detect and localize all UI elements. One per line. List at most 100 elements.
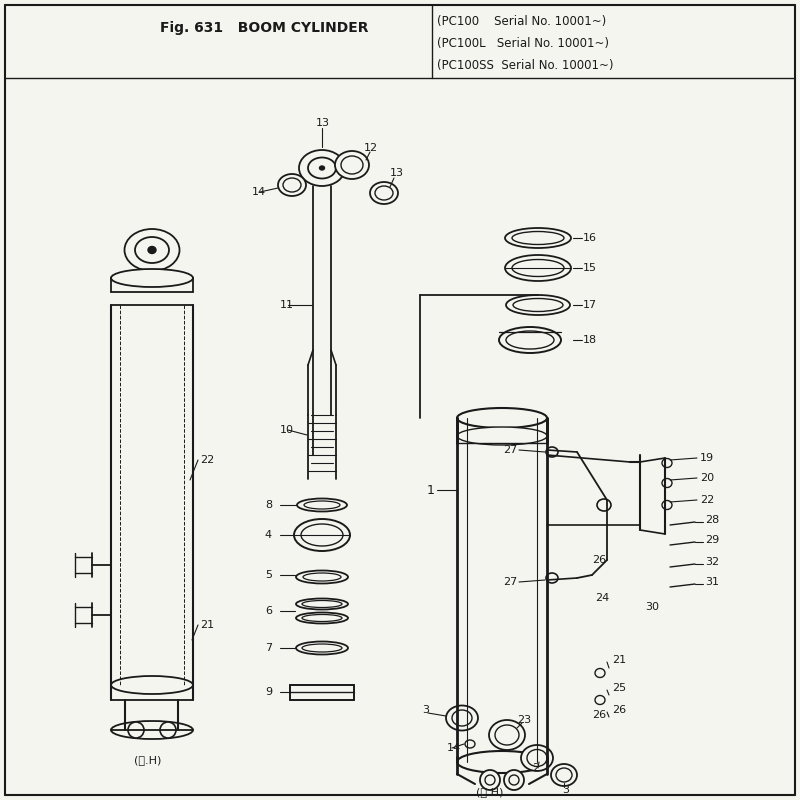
Ellipse shape: [504, 770, 524, 790]
Text: 24: 24: [595, 593, 610, 603]
Ellipse shape: [302, 644, 342, 652]
Text: 9: 9: [265, 687, 272, 697]
Ellipse shape: [506, 295, 570, 315]
Text: 18: 18: [583, 335, 597, 345]
Ellipse shape: [546, 573, 558, 583]
Ellipse shape: [457, 408, 547, 428]
Ellipse shape: [302, 614, 342, 622]
Text: 4: 4: [265, 530, 272, 540]
Ellipse shape: [662, 478, 672, 487]
Ellipse shape: [512, 231, 564, 245]
Ellipse shape: [375, 186, 393, 200]
Text: 17: 17: [583, 300, 597, 310]
Text: 13: 13: [316, 118, 330, 128]
Text: 22: 22: [200, 455, 214, 465]
Text: 32: 32: [705, 557, 719, 567]
Text: 6: 6: [265, 606, 272, 616]
Ellipse shape: [546, 447, 558, 457]
Ellipse shape: [301, 524, 343, 546]
Ellipse shape: [505, 228, 571, 248]
Ellipse shape: [495, 725, 519, 745]
Ellipse shape: [465, 740, 475, 748]
Text: 19: 19: [700, 453, 714, 463]
Ellipse shape: [296, 570, 348, 583]
Ellipse shape: [299, 150, 345, 186]
Text: (左.H): (左.H): [134, 755, 162, 765]
Ellipse shape: [521, 745, 553, 771]
Text: 16: 16: [583, 233, 597, 243]
Text: 27: 27: [502, 445, 517, 455]
Text: 11: 11: [280, 300, 294, 310]
Ellipse shape: [302, 601, 342, 607]
Text: 13: 13: [390, 168, 404, 178]
Ellipse shape: [595, 669, 605, 678]
Ellipse shape: [283, 178, 301, 192]
Text: 20: 20: [700, 473, 714, 483]
Text: 3: 3: [562, 785, 569, 795]
Ellipse shape: [527, 750, 547, 766]
Text: 27: 27: [502, 577, 517, 587]
Text: 21: 21: [200, 620, 214, 630]
Ellipse shape: [111, 269, 193, 287]
Ellipse shape: [452, 710, 472, 726]
Ellipse shape: [341, 156, 363, 174]
Ellipse shape: [335, 151, 369, 179]
Text: 26: 26: [592, 710, 606, 720]
Text: 21: 21: [612, 655, 626, 665]
Text: (左.H): (左.H): [476, 787, 504, 797]
Ellipse shape: [303, 573, 341, 581]
Text: 5: 5: [265, 570, 272, 580]
Ellipse shape: [505, 255, 571, 281]
Ellipse shape: [513, 298, 563, 311]
Ellipse shape: [296, 613, 348, 623]
Text: 1: 1: [427, 483, 435, 497]
Text: 23: 23: [517, 715, 531, 725]
Ellipse shape: [296, 598, 348, 610]
Ellipse shape: [509, 775, 519, 785]
Text: (PC100L   Serial No. 10001~): (PC100L Serial No. 10001~): [437, 38, 609, 50]
Ellipse shape: [297, 498, 347, 511]
Ellipse shape: [662, 501, 672, 510]
Ellipse shape: [512, 259, 564, 277]
Ellipse shape: [111, 721, 193, 739]
Text: 3: 3: [422, 705, 429, 715]
Ellipse shape: [319, 166, 325, 170]
Ellipse shape: [128, 722, 144, 738]
Ellipse shape: [125, 229, 179, 271]
Ellipse shape: [662, 458, 672, 467]
Text: 10: 10: [280, 425, 294, 435]
Ellipse shape: [294, 519, 350, 551]
Text: (PC100    Serial No. 10001~): (PC100 Serial No. 10001~): [437, 15, 606, 29]
Ellipse shape: [370, 182, 398, 204]
Text: 22: 22: [700, 495, 714, 505]
Ellipse shape: [446, 706, 478, 730]
Ellipse shape: [489, 720, 525, 750]
Ellipse shape: [160, 722, 176, 738]
Ellipse shape: [111, 676, 193, 694]
Text: 15: 15: [583, 263, 597, 273]
Text: 26: 26: [592, 555, 606, 565]
Ellipse shape: [506, 331, 554, 349]
Ellipse shape: [304, 501, 340, 509]
Text: 25: 25: [612, 683, 626, 693]
Text: 28: 28: [705, 515, 719, 525]
Text: 30: 30: [645, 602, 659, 612]
Ellipse shape: [457, 751, 547, 773]
Ellipse shape: [595, 695, 605, 705]
Text: 12: 12: [364, 143, 378, 153]
Text: 2: 2: [532, 763, 539, 773]
Text: 26: 26: [612, 705, 626, 715]
Ellipse shape: [457, 427, 547, 445]
Text: 7: 7: [265, 643, 272, 653]
Ellipse shape: [551, 764, 577, 786]
Text: 29: 29: [705, 535, 719, 545]
Ellipse shape: [485, 775, 495, 785]
Ellipse shape: [308, 158, 336, 178]
Text: (PC100SS  Serial No. 10001~): (PC100SS Serial No. 10001~): [437, 58, 614, 71]
Ellipse shape: [278, 174, 306, 196]
Text: 14: 14: [252, 187, 266, 197]
Ellipse shape: [597, 499, 611, 511]
Ellipse shape: [556, 768, 572, 782]
Text: 14: 14: [447, 743, 461, 753]
Ellipse shape: [296, 642, 348, 654]
